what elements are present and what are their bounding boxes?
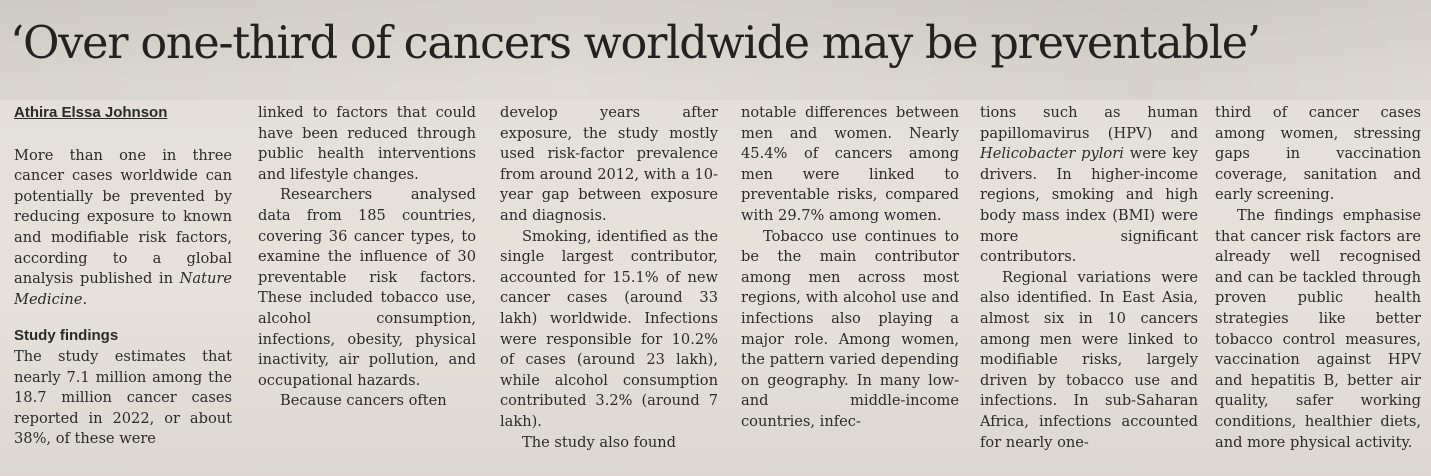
paragraph: tions such as human papillomavirus (HPV)… bbox=[980, 103, 1198, 268]
paragraph: notable differences between men and wome… bbox=[741, 104, 959, 224]
article-headline: ‘Over one-third of cancers worldwide may… bbox=[10, 18, 1261, 69]
lead-paragraph: More than one in three cancer cases worl… bbox=[14, 146, 232, 311]
lead-text-end: . bbox=[82, 290, 88, 308]
paragraph: develop years after exposure, the study … bbox=[500, 104, 718, 224]
paragraph: Because cancers often bbox=[280, 392, 447, 410]
paragraph: The study also found bbox=[522, 433, 676, 451]
article-column-3: develop years after exposure, the study … bbox=[500, 103, 718, 453]
paragraph: The findings emphasise that cancer risk … bbox=[1215, 206, 1421, 451]
paragraph: The study estimates that nearly 7.1 mill… bbox=[14, 347, 232, 448]
paragraph: Regional variations were also identified… bbox=[980, 268, 1198, 451]
paragraph: Tobacco use continues to be the main con… bbox=[741, 227, 959, 430]
subhead-study-findings: Study findings bbox=[14, 327, 119, 345]
article-column-5: tions such as human papillomavirus (HPV)… bbox=[980, 103, 1198, 453]
article-column-4: notable differences between men and wome… bbox=[741, 103, 959, 433]
paragraph: third of cancer cases among women, stres… bbox=[1215, 104, 1421, 204]
article-column-2: linked to factors that could have been r… bbox=[258, 103, 476, 412]
paragraph: linked to factors that could have been r… bbox=[258, 104, 476, 183]
journal-name: Nature Medicine bbox=[14, 270, 232, 308]
article-column-6: third of cancer cases among women, stres… bbox=[1215, 103, 1421, 453]
paragraph: Researchers analysed data from 185 count… bbox=[258, 186, 476, 389]
paragraph-text: tions such as human papillomavirus (HPV)… bbox=[980, 104, 1198, 142]
article-column-1: Athira Elssa Johnson More than one in th… bbox=[14, 103, 232, 450]
paragraph: Smoking, identified as the single larges… bbox=[500, 227, 718, 430]
bacterium-name: Helicobacter pylori bbox=[980, 145, 1124, 163]
lead-text: More than one in three cancer cases worl… bbox=[14, 146, 232, 288]
paper-show-through bbox=[0, 0, 1431, 100]
paragraph-text-end: were key drivers. In higher-income regio… bbox=[980, 145, 1198, 266]
byline: Athira Elssa Johnson bbox=[14, 104, 168, 121]
